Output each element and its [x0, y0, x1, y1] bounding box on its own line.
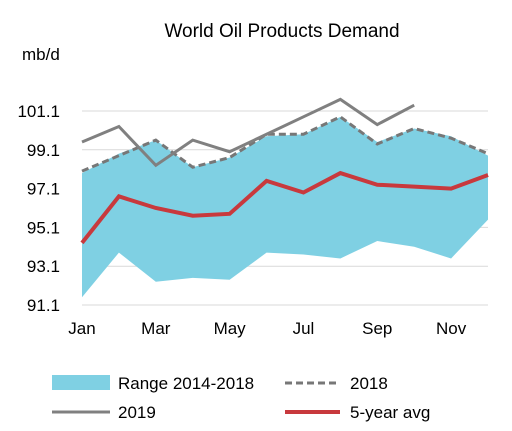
series-line-5-year-avg: [80, 170, 489, 245]
chart-title: World Oil Products Demand: [164, 21, 399, 42]
legend-label-range: Range 2014-2018: [118, 374, 254, 393]
x-tick-label: Mar: [141, 319, 171, 338]
series-line-2018: [81, 115, 489, 173]
y-tick-label: 91.1: [27, 296, 60, 315]
y-tick-label: 93.1: [27, 257, 60, 276]
legend-label-5-year-avg: 5-year avg: [350, 403, 430, 422]
legend-label-2019: 2019: [118, 403, 156, 422]
y-axis-unit: mb/d: [22, 45, 60, 64]
x-tick-labels: Jan Mar May Jul Sep Nov: [68, 319, 466, 338]
y-tick-labels: 91.1 93.1 95.1 97.1 99.1 101.1: [17, 102, 60, 315]
y-tick-label: 95.1: [27, 218, 60, 237]
x-tick-label: Jan: [68, 319, 95, 338]
x-tick-label: May: [214, 319, 247, 338]
y-tick-label: 99.1: [27, 141, 60, 160]
y-tick-label: 97.1: [27, 180, 60, 199]
series-lines-layer: [80, 97, 489, 245]
legend-swatch-range: [52, 375, 110, 390]
x-tick-label: Nov: [436, 319, 467, 338]
range-band: [82, 116, 488, 298]
legend-label-2018: 2018: [350, 374, 388, 393]
x-tick-label: Jul: [293, 319, 315, 338]
series-line-2019: [81, 97, 415, 168]
range-band-layer: [82, 116, 488, 298]
x-tick-label: Sep: [362, 319, 392, 338]
legend: Range 2014-2018 2018 2019 5-year avg: [52, 374, 430, 422]
y-tick-label: 101.1: [17, 102, 60, 121]
